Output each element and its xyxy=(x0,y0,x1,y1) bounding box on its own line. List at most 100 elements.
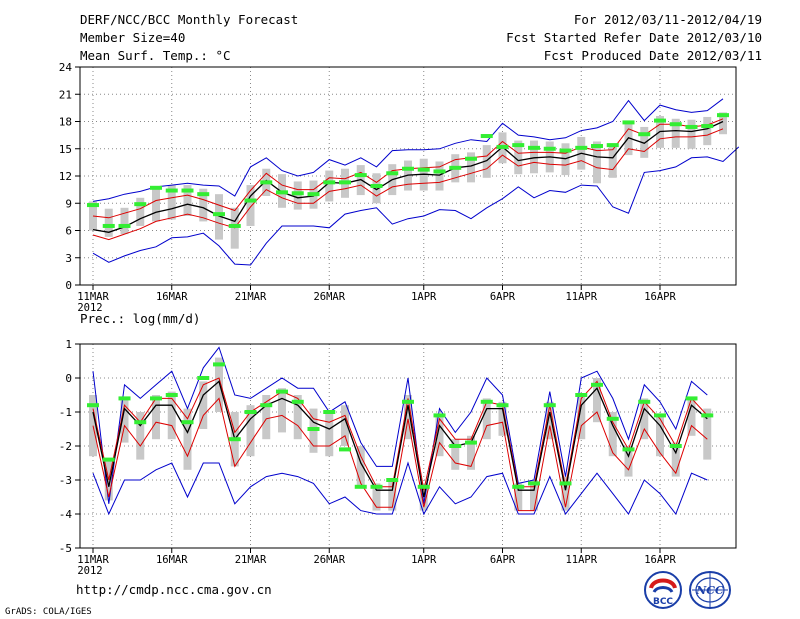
box-bar xyxy=(640,126,649,158)
median-mark xyxy=(213,212,225,217)
median-mark xyxy=(402,399,414,404)
x-tick-label: 1APR xyxy=(411,291,437,303)
box-bar xyxy=(608,143,617,178)
box-bar xyxy=(656,415,664,457)
box-bar xyxy=(167,391,176,440)
median-mark xyxy=(323,180,336,185)
box-bar xyxy=(262,395,271,440)
produced-date: Fcst Produced Date 2012/03/11 xyxy=(543,48,762,63)
median-mark xyxy=(606,143,619,148)
box-bar xyxy=(482,398,491,440)
series-mean-upper xyxy=(92,377,708,491)
box-bar xyxy=(152,395,160,440)
median-mark xyxy=(449,165,462,170)
series-ensemble-mean xyxy=(92,380,708,498)
box-bar xyxy=(671,442,680,477)
y-tick-label: -4 xyxy=(59,508,73,521)
series-min xyxy=(92,146,740,266)
series-mean-lower xyxy=(92,128,724,241)
box-bar xyxy=(372,173,381,204)
median-mark xyxy=(669,122,682,127)
median-mark xyxy=(386,171,399,176)
y-tick-label: -2 xyxy=(59,440,72,453)
median-mark xyxy=(276,190,288,195)
box-bar xyxy=(467,435,475,470)
box-bar xyxy=(530,480,538,511)
median-mark xyxy=(244,198,257,203)
median-mark xyxy=(480,134,493,139)
median-mark xyxy=(669,444,682,448)
source-url-link[interactable]: http://cmdp.ncc.cma.gov.cn xyxy=(76,582,272,597)
box-bar xyxy=(671,118,680,148)
x-tick-label: 1APR xyxy=(411,554,437,566)
x-tick-label: 11MAR xyxy=(77,291,109,303)
median-mark xyxy=(102,457,115,462)
x-tick-sublabel: 2012 xyxy=(77,565,102,577)
y-tick-label: 12 xyxy=(59,170,72,183)
median-mark xyxy=(244,410,257,414)
median-mark xyxy=(118,223,131,228)
box-bar xyxy=(215,357,223,412)
median-mark xyxy=(197,192,210,197)
x-tick-label: 16APR xyxy=(644,554,676,566)
median-mark xyxy=(354,484,367,489)
box-bar xyxy=(183,185,192,216)
box-bar xyxy=(608,412,617,457)
median-mark xyxy=(417,167,430,172)
box-bar xyxy=(640,398,649,440)
box-bar xyxy=(356,446,365,487)
median-mark xyxy=(543,146,556,151)
x-tick-label: 26MAR xyxy=(313,291,345,303)
median-mark xyxy=(685,124,698,129)
x-tick-label: 16APR xyxy=(644,291,676,303)
median-mark xyxy=(87,203,99,208)
box-bar xyxy=(514,483,523,511)
grads-credit: GrADS: COLA/IGES xyxy=(5,607,92,617)
median-mark xyxy=(165,188,178,193)
median-mark xyxy=(638,132,651,137)
median-mark xyxy=(370,183,383,188)
median-mark xyxy=(512,143,525,148)
median-mark xyxy=(654,413,666,418)
median-mark xyxy=(559,148,572,153)
median-mark xyxy=(433,413,446,418)
box-bar xyxy=(482,145,491,178)
median-mark xyxy=(717,113,729,118)
series-ensemble-mean xyxy=(92,120,724,233)
median-mark xyxy=(622,120,635,125)
box-bar xyxy=(703,116,712,146)
series-max xyxy=(92,98,724,202)
median-mark xyxy=(102,223,115,228)
box-bar xyxy=(372,483,381,511)
median-mark xyxy=(417,484,430,489)
box-bar xyxy=(246,185,255,226)
box-bar xyxy=(703,408,712,460)
box-bar xyxy=(136,197,145,226)
x-tick-label: 16MAR xyxy=(156,554,188,566)
box-bar xyxy=(624,446,633,477)
median-mark xyxy=(575,393,588,397)
median-mark xyxy=(291,191,304,196)
box-bar xyxy=(545,401,554,440)
series-max xyxy=(92,346,708,504)
median-mark xyxy=(260,403,273,408)
y-tick-label: 21 xyxy=(59,88,72,101)
box-bar xyxy=(199,381,208,429)
median-mark xyxy=(339,180,351,185)
median-mark xyxy=(701,413,714,418)
median-mark xyxy=(465,440,477,445)
median-mark xyxy=(402,166,414,171)
median-mark xyxy=(638,399,651,404)
median-mark xyxy=(528,481,540,486)
median-mark xyxy=(134,202,147,207)
x-tick-label: 16MAR xyxy=(156,291,188,303)
median-mark xyxy=(354,173,367,178)
ncc-logo-text: NCC xyxy=(695,584,724,597)
ncc-logo: NCC xyxy=(689,571,731,609)
box-bar xyxy=(136,412,145,460)
median-mark xyxy=(449,444,462,448)
y-tick-label: 1 xyxy=(65,338,72,351)
